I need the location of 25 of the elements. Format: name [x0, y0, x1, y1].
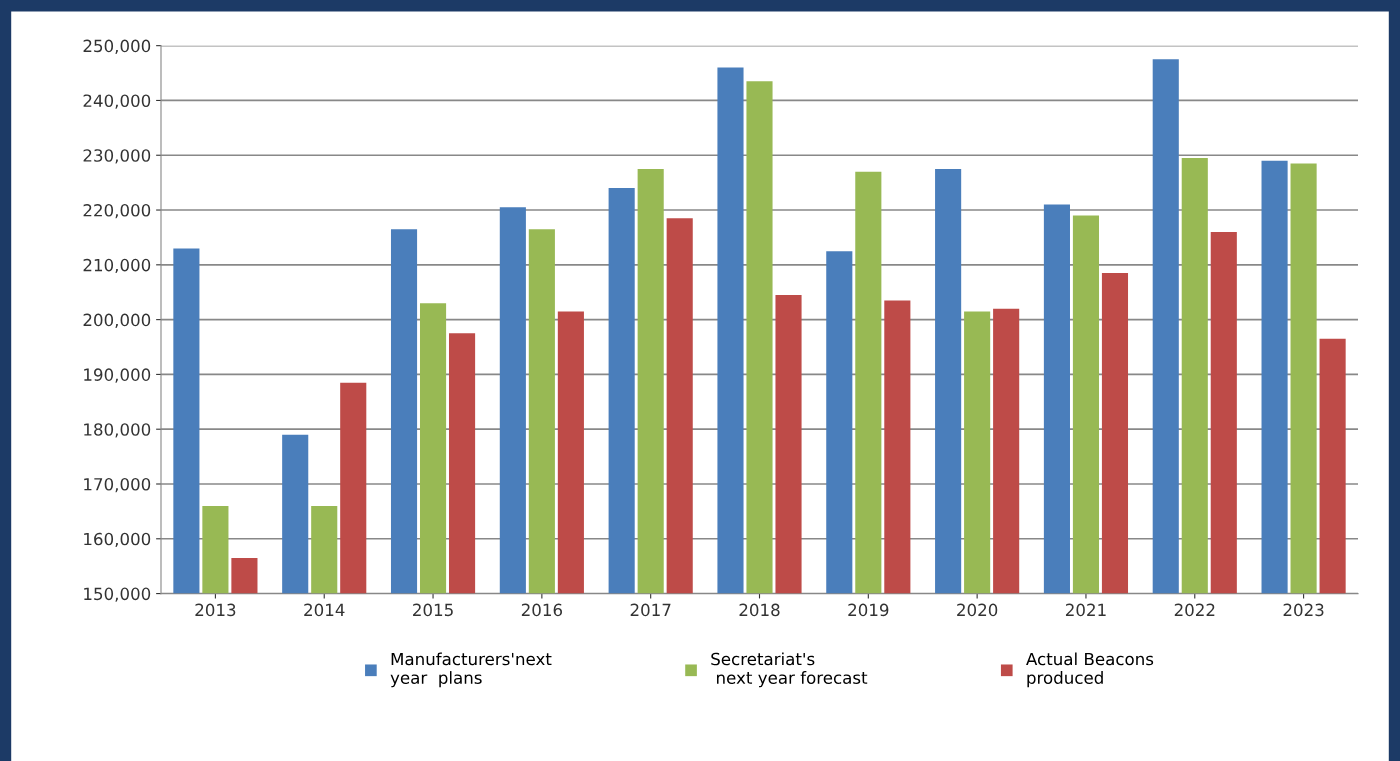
x-tick-label: 2016: [521, 603, 563, 617]
y-tick-label: 150,000: [84, 587, 151, 602]
y-tick-label: 160,000: [84, 532, 151, 548]
x-tick-label: 2022: [1174, 603, 1215, 617]
x-tick-label: 2023: [1283, 603, 1324, 617]
y-tick-label: 220,000: [83, 204, 151, 219]
y-tick-label: 240,000: [83, 94, 151, 109]
x-tick-label: 2020: [957, 603, 998, 617]
x-tick-label: 2015: [413, 603, 453, 617]
y-tick-label: 190,000: [84, 368, 151, 383]
y-tick-label: 180,000: [84, 423, 151, 438]
y-tick-label: 200,000: [83, 313, 151, 328]
y-tick-label: 170,000: [84, 477, 151, 493]
x-tick-label: 2014: [304, 603, 345, 617]
x-tick-label: 2013: [195, 603, 236, 617]
x-tick-label: 2019: [848, 603, 889, 617]
y-tick-label: 230,000: [83, 149, 151, 164]
y-tick-label: 250,000: [83, 39, 151, 54]
x-tick-label: 2018: [739, 603, 780, 617]
x-tick-label: 2017: [630, 603, 671, 617]
legend-label: Manufacturers'next year plans: [390, 652, 552, 688]
legend-label: Actual Beacons produced: [1026, 652, 1154, 688]
y-tick-label: 210,000: [83, 258, 151, 274]
x-tick-label: 2021: [1065, 603, 1106, 617]
legend-label: Secretariat's next year forecast: [711, 652, 868, 688]
